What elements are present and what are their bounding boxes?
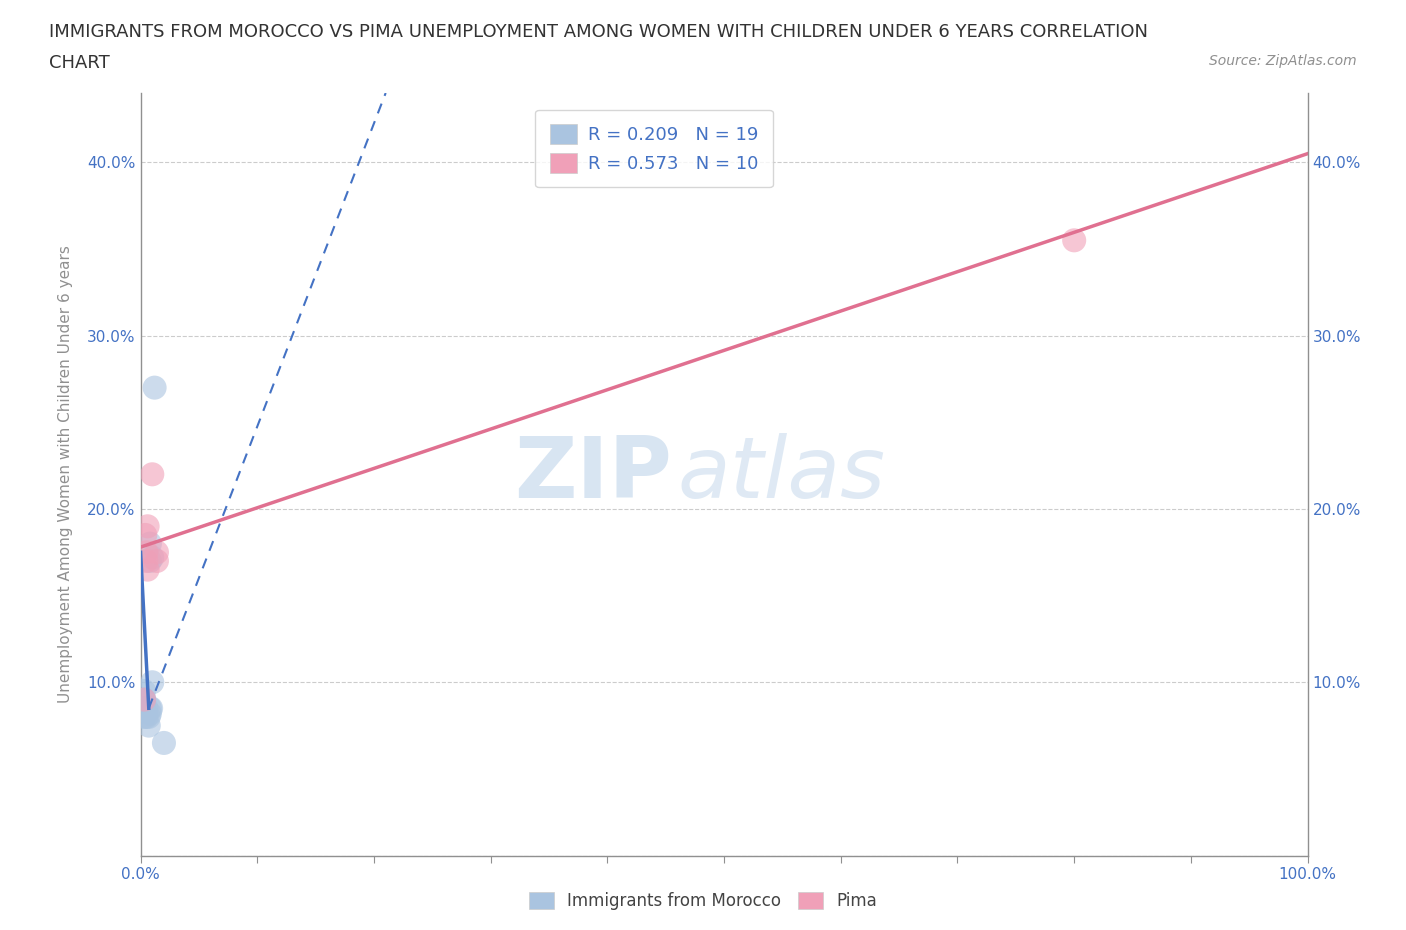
- Point: [153, 736, 176, 751]
- Y-axis label: Unemployment Among Women with Children Under 6 years: Unemployment Among Women with Children U…: [59, 246, 73, 703]
- Point: [138, 718, 160, 733]
- Point: [134, 527, 156, 542]
- Point: [135, 701, 157, 716]
- Text: atlas: atlas: [678, 432, 886, 516]
- Point: [141, 675, 163, 690]
- Point: [143, 380, 166, 395]
- Point: [135, 710, 157, 724]
- Text: IMMIGRANTS FROM MOROCCO VS PIMA UNEMPLOYMENT AMONG WOMEN WITH CHILDREN UNDER 6 Y: IMMIGRANTS FROM MOROCCO VS PIMA UNEMPLOY…: [49, 23, 1149, 41]
- Point: [132, 701, 155, 716]
- Text: Source: ZipAtlas.com: Source: ZipAtlas.com: [1209, 54, 1357, 68]
- Point: [136, 562, 159, 577]
- Point: [132, 692, 155, 707]
- Point: [135, 553, 157, 568]
- Legend: R = 0.209   N = 19, R = 0.573   N = 10: R = 0.209 N = 19, R = 0.573 N = 10: [536, 110, 773, 187]
- Legend: Immigrants from Morocco, Pima: Immigrants from Morocco, Pima: [522, 885, 884, 917]
- Text: CHART: CHART: [49, 54, 110, 72]
- Point: [141, 467, 163, 482]
- Point: [139, 537, 162, 551]
- Point: [139, 553, 162, 568]
- Point: [146, 545, 169, 560]
- Point: [138, 710, 160, 724]
- Point: [132, 701, 155, 716]
- Text: ZIP: ZIP: [513, 432, 672, 516]
- Point: [132, 692, 155, 707]
- Point: [136, 519, 159, 534]
- Point: [146, 553, 169, 568]
- Point: [1063, 232, 1085, 247]
- Point: [139, 701, 162, 716]
- Point: [132, 710, 155, 724]
- Point: [132, 692, 155, 707]
- Point: [132, 684, 155, 698]
- Point: [139, 706, 162, 721]
- Point: [135, 545, 157, 560]
- Point: [141, 550, 163, 565]
- Point: [139, 701, 162, 716]
